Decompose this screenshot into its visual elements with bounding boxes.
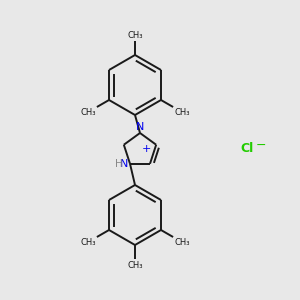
Text: N: N <box>120 159 128 169</box>
Text: CH₃: CH₃ <box>127 31 143 40</box>
Text: N: N <box>136 122 144 132</box>
Text: CH₃: CH₃ <box>80 238 96 247</box>
Text: +: + <box>141 144 151 154</box>
Text: −: − <box>256 139 266 152</box>
Text: H: H <box>115 159 123 169</box>
Text: CH₃: CH₃ <box>127 260 143 269</box>
Text: Cl: Cl <box>240 142 253 154</box>
Text: CH₃: CH₃ <box>174 238 190 247</box>
Text: CH₃: CH₃ <box>80 108 96 117</box>
Text: CH₃: CH₃ <box>174 108 190 117</box>
